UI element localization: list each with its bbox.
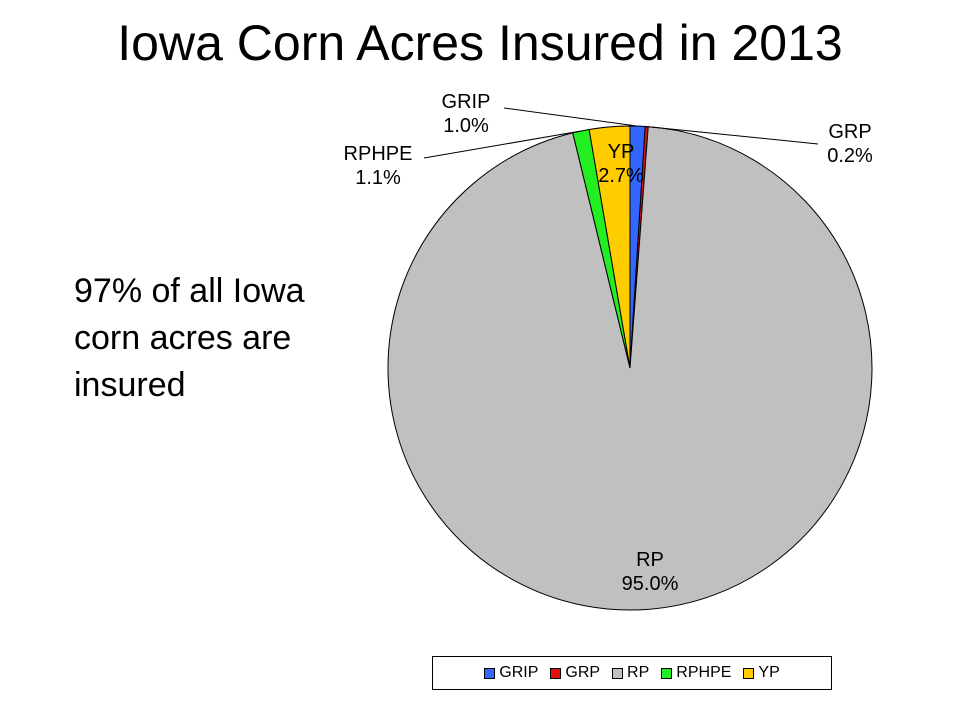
note-line: 97% of all Iowa: [74, 272, 305, 310]
slice-label-rp: RP: [636, 549, 664, 571]
slice-value-yp: 2.7%: [598, 165, 644, 187]
leader-line-grp: [646, 126, 819, 145]
slice-label-yp: YP: [608, 141, 635, 163]
chart-legend: GRIP GRP RP RPHPE YP: [432, 656, 832, 690]
legend-item-rp: RP: [612, 664, 649, 682]
legend-label-rp: RP: [627, 664, 650, 681]
legend-label-rphpe: RPHPE: [676, 664, 732, 681]
legend-item-grip: GRIP: [484, 664, 538, 682]
legend-item-grp: GRP: [550, 664, 600, 682]
note-line: corn acres are: [74, 319, 292, 357]
legend-item-rphpe: RPHPE: [661, 664, 731, 682]
insured-note: 97% of all Iowa corn acres are insured: [74, 268, 374, 409]
slice-value-grp: 0.2%: [827, 145, 873, 167]
legend-swatch-grp: [550, 667, 562, 679]
legend-swatch-rp: [612, 667, 624, 679]
pie-slice-rp: [387, 126, 873, 611]
slice-label-grp: GRP: [828, 121, 871, 143]
legend-label-grip: GRIP: [499, 664, 539, 681]
leader-line-grip: [503, 107, 638, 127]
legend-swatch-grip: [484, 667, 496, 679]
legend-swatch-yp: [743, 667, 755, 679]
leader-line-rphpe: [423, 130, 582, 159]
legend-label-grp: GRP: [565, 664, 601, 681]
legend-label-yp: YP: [758, 664, 780, 681]
slice-value-rphpe: 1.1%: [355, 167, 401, 189]
note-line: insured: [74, 366, 186, 404]
slice-label-rphpe: RPHPE: [344, 143, 413, 165]
legend-swatch-rphpe: [661, 667, 673, 679]
pie-slice-yp: [588, 125, 631, 369]
slice-value-rp: 95.0%: [622, 573, 679, 595]
chart-title: Iowa Corn Acres Insured in 2013: [117, 15, 843, 71]
legend-item-yp: YP: [743, 664, 780, 682]
slice-label-grip: GRIP: [442, 91, 491, 113]
slice-value-grip: 1.0%: [443, 115, 489, 137]
